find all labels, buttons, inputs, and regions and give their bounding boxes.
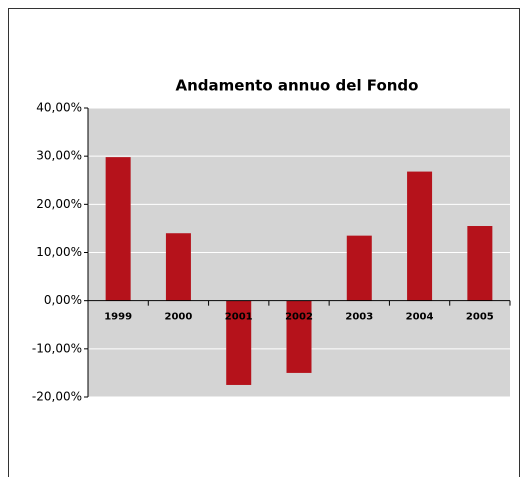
x-tick-label: 2003	[345, 312, 373, 323]
chart-frame	[8, 8, 520, 477]
x-tick-label: 1999	[104, 312, 132, 323]
x-tick-label: 2002	[285, 312, 313, 323]
y-tick-label: 0,00%	[44, 293, 82, 307]
bar	[467, 226, 493, 301]
y-tick-label: 10,00%	[36, 245, 82, 259]
bar	[165, 233, 191, 301]
x-tick-label: 2005	[466, 312, 494, 323]
y-tick-label: 20,00%	[36, 197, 82, 211]
y-tick-label: -20,00%	[32, 390, 82, 404]
bar	[105, 157, 131, 301]
y-tick-label: 40,00%	[36, 101, 82, 115]
x-tick-label: 2000	[165, 312, 193, 323]
y-tick-label: 30,00%	[36, 149, 82, 163]
bar	[407, 171, 433, 301]
bar	[286, 300, 312, 373]
x-tick-label: 2004	[406, 312, 434, 323]
bar	[346, 235, 372, 301]
bar	[226, 300, 252, 385]
x-tick-label: 2001	[225, 312, 253, 323]
y-tick-label: -10,00%	[32, 341, 82, 355]
chart-title: Andamento annuo del Fondo	[176, 77, 419, 95]
